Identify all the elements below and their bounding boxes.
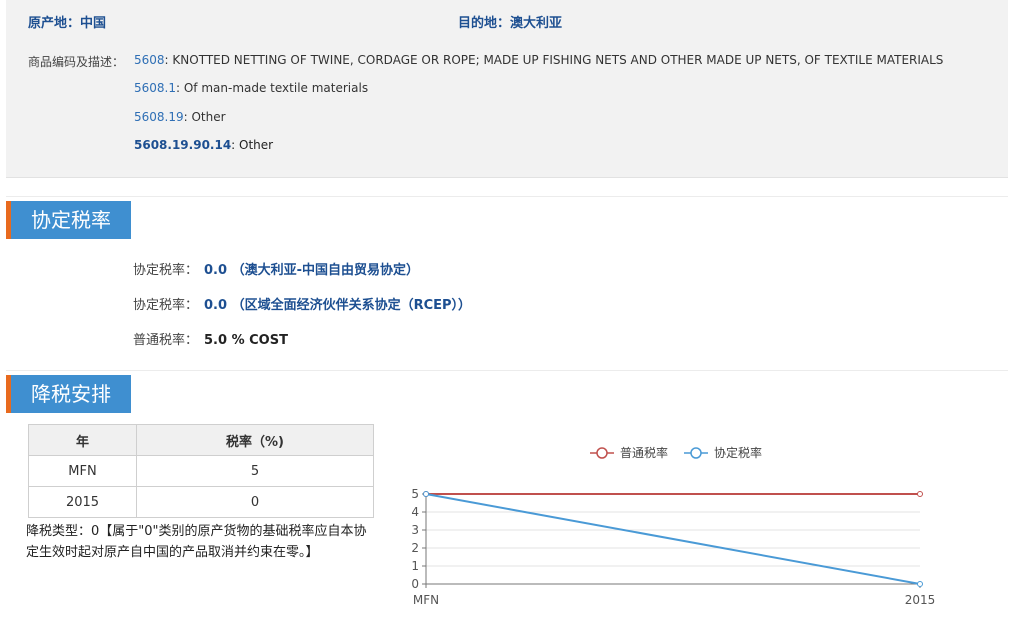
reduction-type-note: 降税类型：0【属于"0"类别的原产货物的基础税率应自本协定生效时起对原产自中国的… — [26, 524, 367, 560]
series-line — [425, 493, 921, 585]
rate-label: 协定税率： — [133, 298, 199, 313]
rate-label: 协定税率： — [133, 263, 199, 278]
y-tick-label: 2 — [411, 541, 419, 555]
hs-code-link[interactable]: 5608.1 — [134, 81, 176, 95]
y-tick-label: 0 — [411, 577, 419, 591]
cell-rate: 5 — [136, 455, 374, 487]
column-header-rate: 税率（%) — [136, 424, 374, 456]
hs-line-tariff-item: 5608.19.90.14: Other — [134, 138, 273, 152]
data-point — [917, 581, 923, 587]
hs-code-link[interactable]: 5608.19 — [134, 110, 184, 124]
section-reduction-schedule: 降税安排 — [6, 370, 1008, 413]
rate-row: 协定税率： 0.0 （澳大利亚-中国自由贸易协定） — [133, 259, 419, 278]
legend-label: 协定税率 — [714, 445, 762, 460]
destination: 目的地：澳大利亚 — [458, 12, 562, 31]
table-row: MFN 5 — [28, 455, 374, 487]
destination-value: 澳大利亚 — [510, 16, 563, 31]
rate-label: 普通税率： — [133, 333, 199, 348]
cell-rate: 0 — [136, 486, 374, 518]
table-row: 2015 0 — [28, 486, 374, 518]
product-info-panel: 原产地：中国 目的地：澳大利亚 商品编码及描述： 5608: KNOTTED N… — [6, 0, 1008, 178]
hs-code-current: 5608.19.90.14 — [134, 138, 232, 152]
rate-value: 5.0 % COST — [204, 333, 288, 348]
rate-row: 普通税率： 5.0 % COST — [133, 329, 288, 348]
hs-line-subgroup: 5608.19: Other — [134, 110, 226, 124]
hs-desc: : Other — [183, 110, 226, 124]
tariff-line-chart: 0 1 2 3 4 5 MFN 2015 普通税率 协定税率 — [411, 445, 936, 607]
rate-row: 协定税率： 0.0 （区域全面经济伙伴关系协定（RCEP）） — [133, 294, 471, 313]
x-tick-label: MFN — [413, 593, 439, 607]
section-title: 降税安排 — [6, 375, 131, 413]
origin-value: 中国 — [80, 16, 107, 31]
hs-desc: : Of man-made textile materials — [176, 81, 369, 95]
column-header-year: 年 — [28, 424, 137, 456]
schedule-table: 年 税率（%) MFN 5 2015 0 — [28, 424, 374, 518]
legend-marker — [596, 447, 608, 459]
legend-marker — [690, 447, 702, 459]
y-tick-label: 3 — [411, 523, 419, 537]
hs-code-link[interactable]: 5608 — [134, 53, 165, 67]
origin-label: 原产地： — [28, 16, 81, 31]
table-header-row: 年 税率（%) — [28, 424, 374, 456]
hs-code-label: 商品编码及描述： — [28, 55, 125, 69]
section-agreed-rates: 协定税率 — [6, 196, 1008, 239]
y-tick-label: 1 — [411, 559, 419, 573]
data-point — [917, 491, 923, 497]
x-tick-label: 2015 — [905, 593, 936, 607]
legend-label: 普通税率 — [620, 445, 668, 460]
hs-line-heading: 5608: KNOTTED NETTING OF TWINE, CORDAGE … — [134, 53, 943, 67]
origin: 原产地：中国 — [28, 12, 106, 31]
destination-label: 目的地： — [458, 16, 511, 31]
rate-value: 0.0 （区域全面经济伙伴关系协定（RCEP）） — [204, 298, 472, 313]
hs-line-subheading: 5608.1: Of man-made textile materials — [134, 81, 368, 95]
y-tick-label: 4 — [411, 505, 419, 519]
hs-desc: : KNOTTED NETTING OF TWINE, CORDAGE OR R… — [164, 53, 944, 67]
data-point — [423, 491, 429, 497]
hs-desc: : Other — [231, 138, 274, 152]
cell-year: MFN — [28, 455, 137, 487]
y-tick-label: 5 — [411, 487, 419, 501]
cell-year: 2015 — [28, 486, 137, 518]
section-title: 协定税率 — [6, 201, 131, 239]
rate-value: 0.0 （澳大利亚-中国自由贸易协定） — [204, 263, 419, 278]
